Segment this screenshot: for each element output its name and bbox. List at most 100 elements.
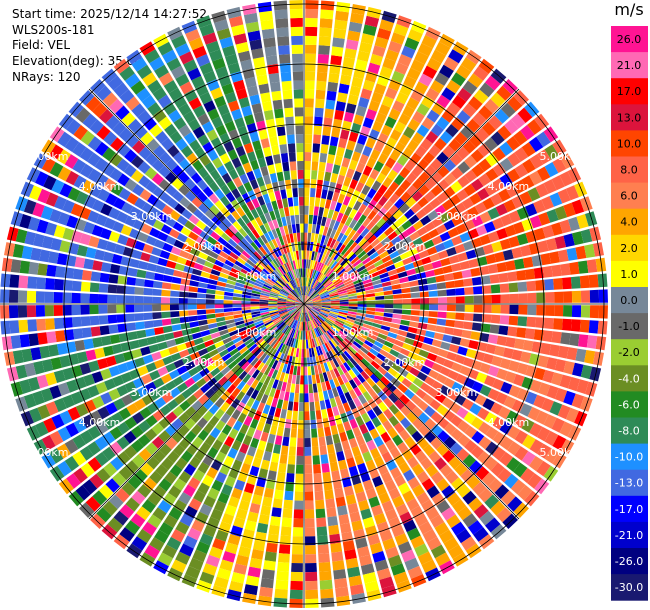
range-gate-cell: [36, 318, 46, 331]
range-gate-cell: [529, 215, 542, 229]
range-gate-cell: [260, 166, 269, 177]
range-gate-cell: [242, 312, 252, 317]
range-gate-cell: [144, 428, 158, 441]
range-gate-cell: [459, 338, 470, 348]
range-gate-cell: [414, 265, 425, 274]
range-gate-cell: [392, 388, 404, 399]
range-gate-cell: [422, 529, 438, 543]
range-gate-cell: [390, 467, 402, 479]
range-gate-cell: [416, 470, 430, 484]
range-gate-cell: [188, 310, 198, 316]
range-gate-cell: [375, 112, 387, 124]
range-gate-cell: [215, 176, 226, 188]
range-gate-cell: [12, 350, 24, 365]
range-gate-cell: [326, 370, 333, 381]
range-gate-cell: [227, 238, 238, 248]
range-gate-cell: [54, 196, 67, 210]
range-gate-cell: [317, 336, 322, 346]
range-gate-cell: [144, 49, 160, 64]
range-gate-cell: [376, 521, 390, 534]
range-gate-cell: [389, 274, 399, 281]
range-gate-cell: [55, 265, 66, 278]
range-gate-cell: [276, 331, 283, 341]
range-gate-cell: [386, 382, 397, 393]
range-gate-cell: [319, 152, 328, 163]
range-gate-cell: [424, 418, 437, 430]
range-gate-cell: [220, 333, 231, 340]
range-gate-cell: [535, 183, 549, 198]
range-gate-cell: [349, 357, 358, 367]
range-gate-cell: [362, 217, 372, 228]
range-gate-cell: [462, 140, 477, 154]
range-gate-cell: [516, 270, 527, 281]
range-gate-cell: [115, 488, 130, 503]
range-gate-cell: [269, 293, 279, 297]
range-gate-cell: [278, 362, 285, 372]
range-gate-cell: [560, 332, 571, 345]
range-gate-cell: [241, 297, 251, 301]
range-gate-cell: [304, 312, 306, 322]
range-gate-cell: [250, 389, 259, 400]
range-gate-cell: [349, 331, 359, 338]
range-gate-cell: [191, 75, 205, 89]
range-gate-cell: [382, 386, 393, 397]
range-gate-cell: [1, 336, 13, 351]
range-gate-cell: [49, 385, 62, 399]
range-gate-cell: [71, 230, 83, 243]
range-gate-cell: [340, 468, 350, 479]
range-gate-cell: [525, 391, 538, 405]
range-gate-cell: [360, 88, 373, 100]
range-gate-cell: [411, 406, 424, 418]
range-gate-cell: [295, 301, 304, 304]
range-gate-cell: [102, 147, 116, 162]
range-gate-cell: [337, 505, 348, 516]
range-gate-cell: [356, 373, 366, 384]
range-gate-cell: [193, 388, 204, 400]
range-gate-cell: [367, 333, 378, 341]
range-gate-cell: [312, 270, 317, 279]
range-gate-cell: [142, 354, 154, 365]
range-gate-cell: [237, 184, 247, 196]
range-gate-cell: [353, 200, 362, 211]
range-gate-cell: [375, 484, 387, 496]
range-gate-cell: [105, 115, 120, 130]
range-gate-cell: [108, 494, 124, 510]
range-gate-cell: [307, 259, 311, 269]
range-gate-cell: [80, 293, 90, 304]
range-gate-cell: [295, 482, 304, 492]
range-gate-cell: [450, 428, 464, 441]
range-gate-cell: [222, 380, 232, 390]
range-gate-cell: [130, 513, 146, 528]
range-gate-cell: [242, 265, 252, 273]
range-gate-cell: [386, 246, 397, 255]
range-gate-cell: [168, 109, 182, 123]
range-gate-cell: [235, 554, 249, 567]
range-gate-cell: [557, 188, 571, 204]
range-gate-cell: [295, 304, 304, 307]
range-gate-cell: [108, 98, 124, 114]
range-gate-cell: [125, 96, 140, 111]
range-gate-cell: [220, 232, 231, 242]
range-gate-cell: [369, 53, 383, 66]
range-gate-cell: [259, 297, 269, 301]
range-gate-cell: [404, 262, 415, 271]
range-gate-cell: [567, 167, 582, 183]
range-gate-cell: [299, 304, 304, 312]
range-gate-cell: [441, 485, 456, 499]
range-gate-cell: [299, 205, 304, 215]
range-gate-cell: [268, 262, 276, 271]
range-ring-label: 3.00km: [436, 386, 478, 399]
range-gate-cell: [307, 312, 312, 321]
range-gate-cell: [336, 385, 344, 396]
range-gate-cell: [412, 259, 423, 268]
range-gate-cell: [352, 244, 361, 254]
range-gate-cell: [312, 306, 321, 311]
range-gate-cell: [198, 251, 209, 260]
range-gate-cell: [444, 422, 457, 435]
range-gate-cell: [166, 536, 182, 551]
range-gate-cell: [260, 364, 268, 374]
range-gate-cell: [487, 365, 500, 377]
range-gate-cell: [154, 359, 165, 369]
range-gate-cell: [461, 269, 472, 279]
range-gate-cell: [250, 159, 260, 171]
